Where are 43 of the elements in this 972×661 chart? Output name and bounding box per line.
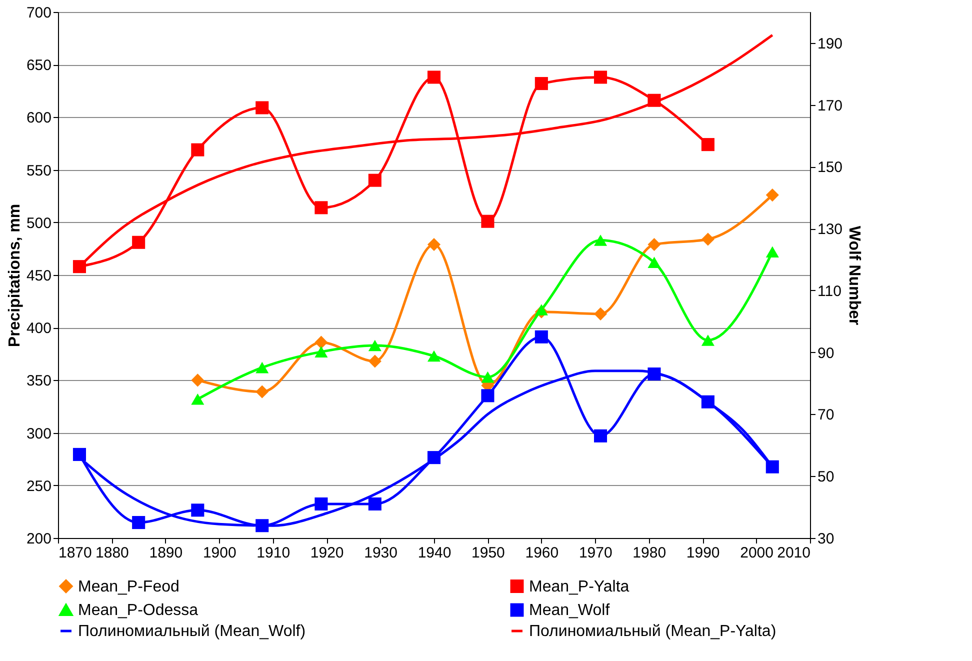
y2-tick-label: 90 [818, 344, 834, 362]
y-tick-label: 550 [26, 162, 52, 180]
legend-label: Полиномиальный (Mean_P-Yalta) [529, 623, 776, 640]
legend-label: Mean_P-Yalta [529, 578, 630, 596]
x-tick-label: 1930 [364, 544, 398, 562]
y2-axis-title: Wolf Number [846, 226, 863, 326]
y2-tick-label: 30 [818, 530, 834, 548]
x-tick-label: 1910 [256, 544, 290, 562]
y-tick-label: 650 [26, 57, 52, 74]
y2-tick-label: 70 [818, 406, 834, 424]
x-tick-label: 1880 [96, 544, 129, 562]
y2-tick-label: 170 [818, 97, 843, 114]
y2-tick-label: 50 [818, 468, 834, 486]
x-tick-label: 1950 [472, 544, 505, 562]
y-tick-label: 500 [26, 214, 52, 232]
y2-tick-label: 150 [818, 159, 843, 176]
y-tick-label: 700 [26, 4, 52, 22]
y-tick-label: 300 [26, 425, 52, 442]
x-tick-label: 1970 [578, 544, 612, 562]
y2-tick-label: 130 [818, 221, 843, 238]
x-tick-label: 1990 [686, 544, 720, 562]
legend-label: Mean_P-Odessa [78, 602, 198, 619]
x-tick-label: 1900 [202, 544, 236, 562]
x-tick-label: 2000 [740, 544, 774, 562]
legend-label: Mean_Wolf [529, 602, 610, 619]
y-tick-label: 250 [26, 478, 52, 495]
x-tick-label: 1920 [310, 544, 344, 562]
legend-label: Полиномиальный (Mean_Wolf) [78, 623, 306, 640]
y-tick-label: 200 [26, 530, 52, 548]
y-tick-label: 450 [26, 268, 52, 284]
y2-tick-label: 190 [818, 35, 843, 52]
y-tick-label: 600 [26, 110, 52, 127]
x-tick-label: 1980 [632, 544, 666, 562]
y-axis-title: Precipitations, mm [6, 204, 24, 348]
x-tick-label: 1940 [418, 544, 452, 562]
y-tick-label: 350 [26, 372, 52, 390]
legend-label: Mean_P-Feod [78, 578, 180, 596]
y-tick-label: 400 [26, 320, 52, 338]
x-tick-label: 1960 [525, 544, 559, 562]
x-tick-label: 1890 [149, 544, 183, 562]
x-tick-label: 2010 [777, 544, 810, 562]
x-tick-label: 1870 [58, 544, 92, 562]
y2-tick-label: 110 [818, 282, 842, 300]
